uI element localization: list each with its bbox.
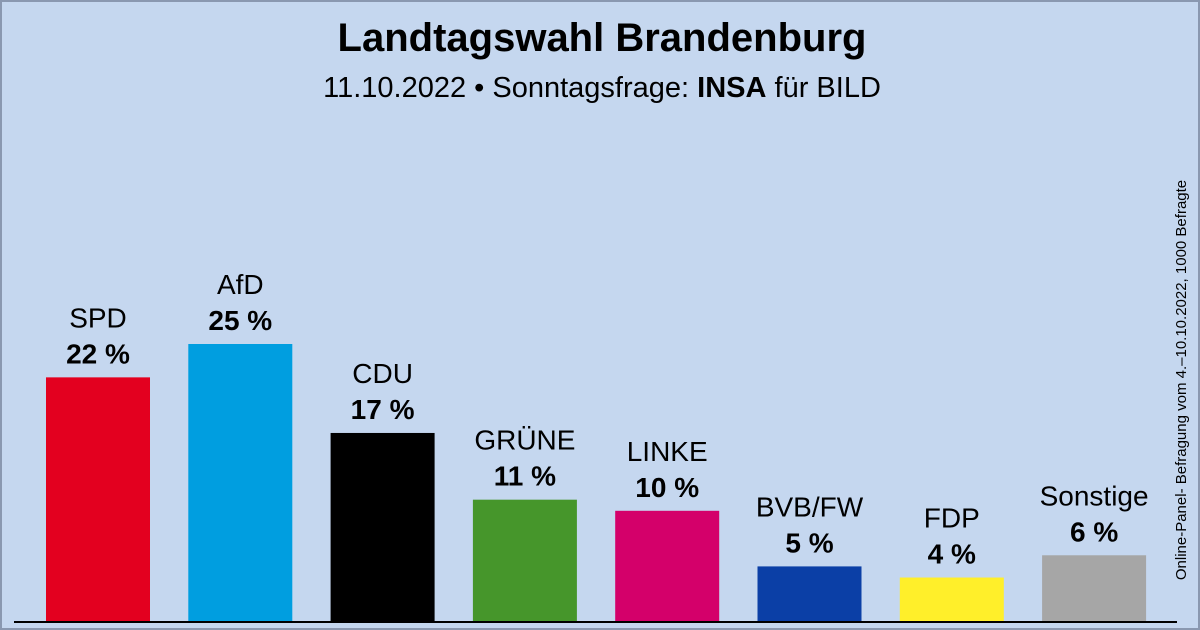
subtitle-separator: •	[474, 72, 485, 104]
source-note: Online-Panel- Befragung vom 4.–10.10.202…	[1173, 179, 1190, 581]
category-label: CDU	[352, 358, 413, 389]
category-label: AfD	[217, 269, 264, 300]
subtitle-date: 11.10.2022	[323, 72, 467, 104]
subtitle-label: Sonntagsfrage:	[492, 72, 690, 104]
chart-title: Landtagswahl Brandenburg	[337, 16, 867, 60]
value-label: 10 %	[635, 472, 699, 503]
category-label: LINKE	[627, 436, 708, 467]
category-label: SPD	[69, 302, 127, 333]
subtitle-institute: INSA	[697, 72, 767, 104]
value-label: 25 %	[208, 305, 272, 336]
value-label: 5 %	[785, 527, 833, 558]
bar-bvb-fw	[757, 566, 862, 622]
value-label: 17 %	[351, 394, 415, 425]
bar-linke	[615, 510, 720, 622]
bar-spd	[46, 377, 150, 622]
category-label: Sonstige	[1040, 480, 1149, 511]
value-label: 4 %	[928, 539, 976, 570]
value-label: 11 %	[494, 461, 556, 492]
category-label: BVB/FW	[756, 491, 864, 522]
value-label: 6 %	[1070, 516, 1118, 547]
value-label: 22 %	[66, 338, 130, 369]
bar-cdu	[330, 432, 435, 622]
bar-fdp	[899, 577, 1004, 622]
category-label: FDP	[924, 503, 980, 534]
category-label: GRÜNE	[474, 425, 575, 456]
bar-gr-ne	[472, 499, 577, 622]
subtitle-client: für BILD	[774, 72, 881, 104]
chart-subtitle: 11.10.2022 • Sonntagsfrage: INSA für BIL…	[2, 72, 1198, 105]
bar-afd	[188, 344, 293, 622]
bar-sonstige	[1042, 555, 1147, 622]
